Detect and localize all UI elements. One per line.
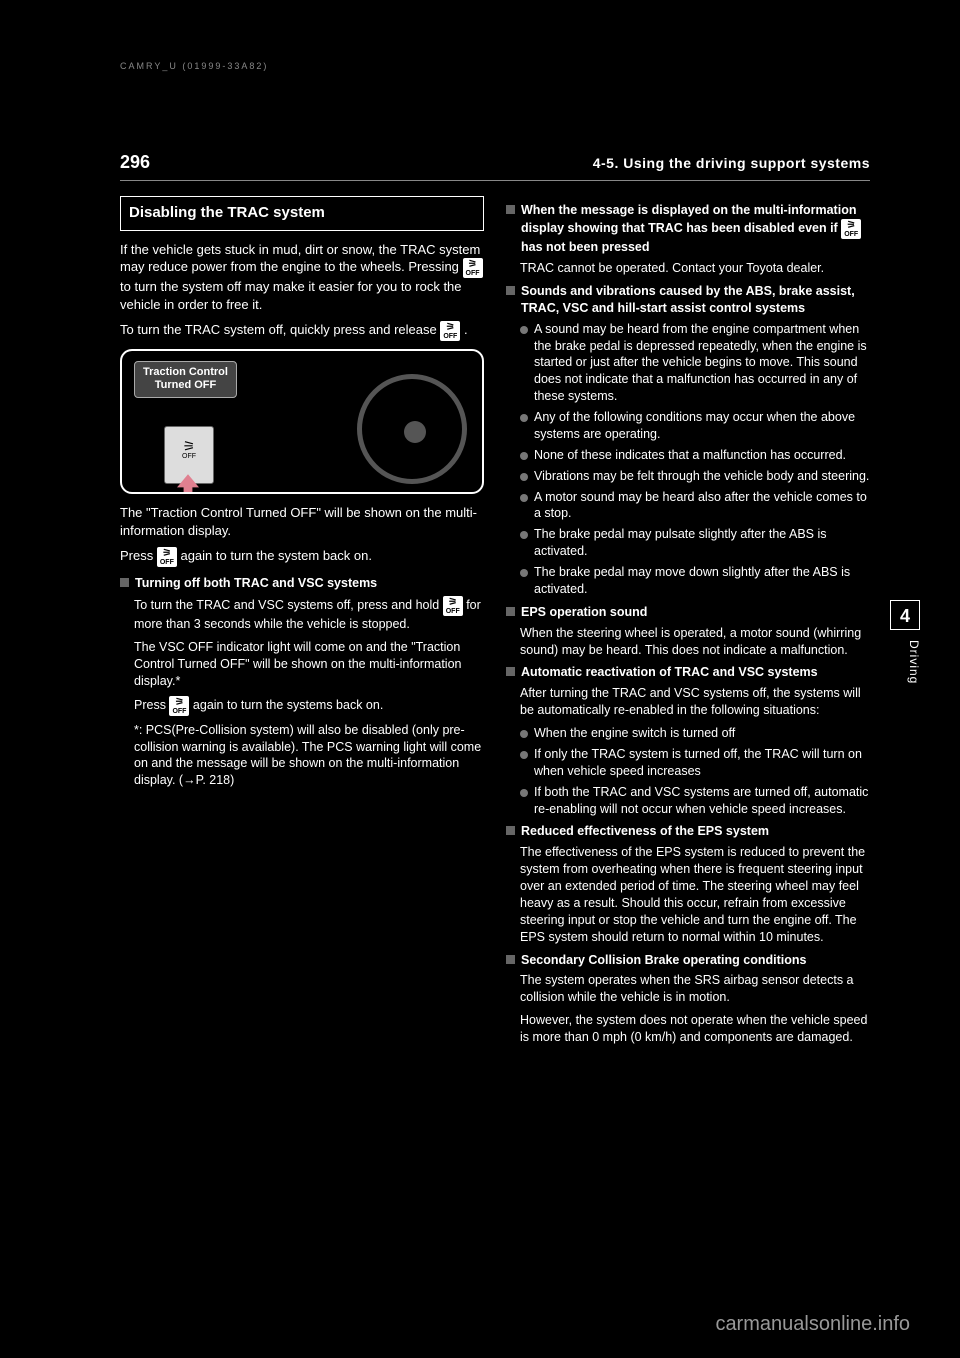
vsc-off-icon: OFF — [463, 258, 483, 278]
header-title: 4-5. Using the driving support systems — [593, 154, 870, 173]
vsc-off-icon: OFF — [841, 219, 861, 239]
subheading-text: Sounds and vibrations caused by the ABS,… — [521, 283, 870, 317]
paragraph: Press OFF again to turn the system back … — [120, 547, 484, 567]
subheading: Sounds and vibrations caused by the ABS,… — [506, 283, 870, 317]
figure-label-line2: Turned OFF — [143, 379, 228, 392]
figure-button-label: OFF — [165, 453, 213, 460]
page-number: 296 — [120, 150, 150, 174]
text: again to turn the system back on. — [180, 548, 372, 563]
vsc-off-icon: OFF — [169, 696, 189, 716]
vsc-off-icon: OFF — [443, 596, 463, 616]
list-item: Any of the following conditions may occu… — [520, 409, 870, 443]
list-item: When the engine switch is turned off — [520, 725, 870, 742]
figure-label-line1: Traction Control — [143, 366, 228, 379]
steering-wheel-icon — [357, 374, 467, 484]
subheading: Turning off both TRAC and VSC systems — [120, 575, 484, 592]
subheading: When the message is displayed on the mul… — [506, 202, 870, 256]
paragraph: However, the system does not operate whe… — [520, 1012, 870, 1046]
list-item: The brake pedal may pulsate slightly aft… — [520, 526, 870, 560]
subheading: Automatic reactivation of TRAC and VSC s… — [506, 664, 870, 681]
bullet-list: Vibrations may be felt through the vehic… — [520, 468, 870, 598]
list-item: A sound may be heard from the engine com… — [520, 321, 870, 405]
paragraph: The "Traction Control Turned OFF" will b… — [120, 504, 484, 539]
watermark: carmanualsonline.info — [715, 1311, 910, 1338]
paragraph: TRAC cannot be operated. Contact your To… — [520, 260, 870, 277]
text: has not been pressed — [521, 240, 650, 254]
text: To turn the TRAC and VSC systems off, pr… — [134, 598, 443, 612]
subheading-text: EPS operation sound — [521, 604, 647, 621]
paragraph: To turn the TRAC and VSC systems off, pr… — [134, 596, 484, 633]
bullet-list: When the engine switch is turned off If … — [520, 725, 870, 817]
list-item: If only the TRAC system is turned off, t… — [520, 746, 870, 780]
paragraph: If the vehicle gets stuck in mud, dirt o… — [120, 241, 484, 314]
text: again to turn the systems back on. — [193, 698, 383, 712]
paragraph: Press OFF again to turn the systems back… — [134, 696, 484, 716]
text: . — [464, 322, 468, 337]
figure-display-panel: Traction Control Turned OFF — [134, 361, 237, 397]
paragraph: The system operates when the SRS airbag … — [520, 972, 870, 1006]
text: When the message is displayed on the mul… — [521, 203, 856, 235]
text: To turn the TRAC system off, quickly pre… — [120, 322, 440, 337]
subheading-text: Automatic reactivation of TRAC and VSC s… — [521, 664, 818, 681]
list-item: None of these indicates that a malfuncti… — [520, 447, 870, 464]
text: Press — [134, 698, 169, 712]
list-item: Vibrations may be felt through the vehic… — [520, 468, 870, 485]
left-column: Disabling the TRAC system If the vehicle… — [120, 196, 484, 1052]
subheading: Secondary Collision Brake operating cond… — [506, 952, 870, 969]
vsc-off-icon: OFF — [440, 321, 460, 341]
page-header: 296 4-5. Using the driving support syste… — [120, 150, 870, 181]
paragraph: The effectiveness of the EPS system is r… — [520, 844, 870, 945]
section-heading: Disabling the TRAC system — [120, 196, 484, 230]
subheading: EPS operation sound — [506, 604, 870, 621]
vsc-off-icon: OFF — [157, 547, 177, 567]
text: If the vehicle gets stuck in mud, dirt o… — [120, 242, 480, 275]
text: Press — [120, 548, 157, 563]
list-item: The brake pedal may move down slightly a… — [520, 564, 870, 598]
subheading-text: Reduced effectiveness of the EPS system — [521, 823, 769, 840]
chapter-tab-label: Driving — [906, 640, 922, 684]
list-item: A motor sound may be heard also after th… — [520, 489, 870, 523]
subheading-text: When the message is displayed on the mul… — [521, 202, 870, 256]
paragraph: The VSC OFF indicator light will come on… — [134, 639, 484, 690]
dashboard-figure: Traction Control Turned OFF ⚞ OFF — [120, 349, 484, 494]
footnote: *: PCS(Pre-Collision system) will also b… — [134, 722, 484, 790]
paragraph: When the steering wheel is operated, a m… — [520, 625, 870, 659]
list-item: If both the TRAC and VSC systems are tur… — [520, 784, 870, 818]
subheading: Reduced effectiveness of the EPS system — [506, 823, 870, 840]
subheading-text: Turning off both TRAC and VSC systems — [135, 575, 377, 592]
paragraph: After turning the TRAC and VSC systems o… — [520, 685, 870, 719]
chapter-tab: 4 — [890, 600, 920, 630]
right-column: When the message is displayed on the mul… — [506, 196, 870, 1052]
doc-code: CAMRY_U (01999-33A82) — [120, 60, 268, 72]
bullet-list: A sound may be heard from the engine com… — [520, 321, 870, 464]
paragraph: To turn the TRAC system off, quickly pre… — [120, 321, 484, 341]
subheading-text: Secondary Collision Brake operating cond… — [521, 952, 806, 969]
text: to turn the system off may make it easie… — [120, 279, 462, 312]
